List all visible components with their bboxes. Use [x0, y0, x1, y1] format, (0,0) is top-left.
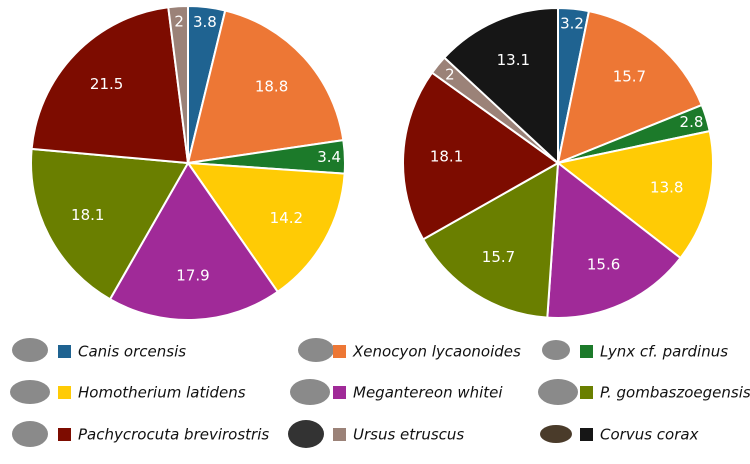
data-label: 18.8: [255, 77, 288, 95]
pie-slice: [555, 129, 714, 260]
legend-label: Megantereon whitei: [353, 384, 503, 402]
legend-label: Xenocyon lycaonoides: [352, 343, 521, 361]
animal-icon: [542, 340, 570, 360]
animal-icon: [10, 380, 50, 404]
data-label: 3.2: [560, 15, 584, 33]
pie-slice: [402, 71, 560, 241]
legend-label: Pachycrocuta brevirostris: [78, 426, 269, 444]
legend-icons: [10, 338, 578, 448]
animal-icon: [12, 421, 48, 447]
animal-icon: [290, 379, 330, 405]
pie-slice: [185, 161, 346, 294]
data-label: 13.8: [650, 179, 683, 197]
legend-swatch: [58, 345, 71, 358]
data-label: 2.8: [680, 113, 704, 131]
animal-icon: [298, 338, 334, 362]
legend-swatch: [580, 345, 593, 358]
pie-slice: [556, 9, 704, 165]
legend-swatch: [580, 428, 593, 441]
animal-icon: [288, 420, 324, 448]
legend-swatch: [333, 428, 346, 441]
data-label: 15.7: [482, 248, 515, 266]
legend-label: Ursus etruscus: [353, 426, 464, 444]
legend-swatch: [58, 428, 71, 441]
pie-slice: [186, 9, 345, 165]
pie-slice: [442, 6, 559, 166]
data-label: 18.1: [430, 148, 463, 166]
data-label: 14.2: [270, 209, 303, 227]
legend-label: P. gombaszoegensis: [600, 384, 750, 402]
pie-slice: [30, 6, 190, 165]
data-label: 17.9: [176, 266, 209, 284]
pie-slice: [546, 161, 682, 319]
legend-label: Lynx cf. pardinus: [600, 343, 728, 361]
legend-swatch: [333, 345, 346, 358]
pie-slice: [108, 161, 280, 321]
data-label: 3.4: [317, 148, 341, 166]
pie-slice: [30, 147, 190, 301]
data-label: 21.5: [90, 75, 123, 93]
animal-icon: [12, 338, 48, 362]
legend-swatch: [580, 386, 593, 399]
data-label: 15.6: [587, 255, 620, 273]
legend-swatch: [58, 386, 71, 399]
data-label: 2: [174, 12, 184, 30]
legend-label: Homotherium latidens: [78, 384, 246, 402]
pie-slice: [421, 161, 560, 319]
animal-icon: [538, 379, 578, 405]
data-label: 2: [445, 65, 455, 83]
legend-label: Canis orcensis: [78, 343, 186, 361]
data-label: 15.7: [613, 68, 646, 86]
legend-swatch: [333, 386, 346, 399]
data-label: 18.1: [71, 206, 104, 224]
animal-icon: [540, 425, 572, 443]
legend-label: Corvus corax: [600, 426, 699, 444]
data-label: 13.1: [497, 51, 530, 69]
data-label: 3.8: [193, 13, 217, 31]
pie-slice: [167, 4, 189, 164]
